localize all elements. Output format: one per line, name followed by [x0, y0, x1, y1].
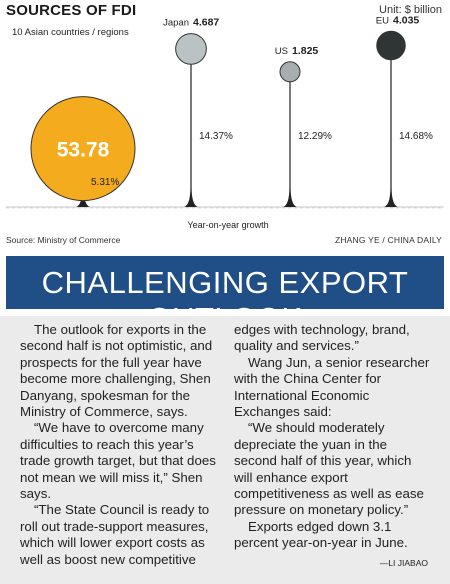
bubble-us — [279, 61, 301, 83]
article-column-2: edges with technology, brand, quality an… — [234, 322, 430, 571]
bubble-eu — [376, 30, 406, 61]
article-paragraph: The outlook for exports in the second ha… — [20, 322, 213, 420]
headline-band: CHALLENGING EXPORT OUTLOOK — [6, 256, 444, 336]
article-paragraph: “We should moderately depreciate the yua… — [234, 420, 424, 518]
chart-credit: ZHANG YE / CHINA DAILY — [334, 235, 442, 245]
lollipop-stem — [184, 64, 198, 208]
article-column-1: The outlook for exports in the second ha… — [20, 322, 216, 568]
value-label: 1.825 — [292, 45, 318, 57]
lollipop-stem — [384, 59, 398, 208]
series-name-label: US — [275, 46, 288, 57]
series-name-label: Japan — [163, 18, 189, 29]
bubble-japan — [175, 33, 207, 65]
chart-unit: Unit: $ billion — [379, 4, 442, 16]
article-paragraph: Wang Jun, a senior researcher with the C… — [234, 354, 430, 420]
growth-label: 5.31% — [91, 177, 119, 188]
growth-label: 14.68% — [399, 131, 433, 142]
x-axis-label: Year-on-year growth — [187, 220, 268, 230]
fdi-chart: SOURCES OF FDI Unit: $ billion 5.31% 53.7… — [0, 0, 450, 250]
value-label: 4.035 — [393, 14, 419, 26]
series-name-label: 10 Asian countries / regions — [12, 27, 129, 38]
byline: —LI JIABAO — [379, 557, 428, 568]
value-label: 4.687 — [193, 17, 219, 29]
growth-label: 14.37% — [199, 131, 233, 142]
article-body: The outlook for exports in the second ha… — [0, 316, 450, 584]
chart-title: SOURCES OF FDI — [6, 2, 137, 19]
value-label: 53.78 — [57, 139, 110, 162]
chart-svg: 5.31% 53.78 10 Asian countries / regions 14… — [6, 14, 444, 230]
lollipop-stem — [283, 81, 297, 207]
article-paragraph: “We have to overcome many difficulties t… — [20, 420, 216, 502]
chart-source: Source: Ministry of Commerce — [6, 235, 121, 245]
growth-label: 12.29% — [298, 131, 332, 142]
bubble-10-asian-countries-regions — [30, 96, 136, 202]
article-paragraph: edges with technology, brand, quality an… — [234, 322, 410, 354]
article-paragraph: Exports edged down 3.1 percent year-on-y… — [234, 518, 408, 551]
article-paragraph: “The State Council is ready to roll out … — [20, 502, 210, 567]
lollipop-stem — [76, 187, 90, 207]
series-name-label: EU — [376, 15, 389, 26]
